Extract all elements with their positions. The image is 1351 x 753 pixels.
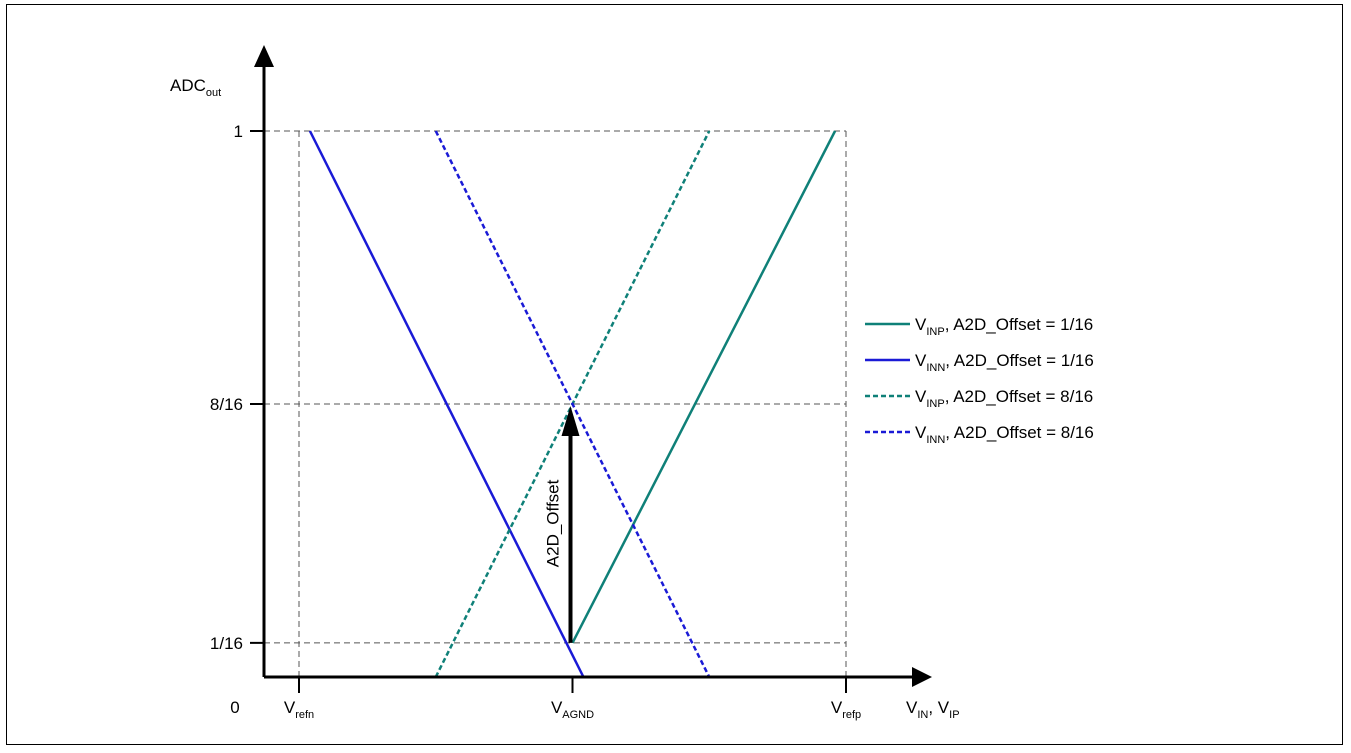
x-tick-label: VAGND [551, 698, 594, 721]
grid [264, 130, 847, 677]
figure-frame: 1/16 8/16 1 Vrefn VAGND Vrefp 0 ADCout VIN, VIP … [6, 4, 1343, 745]
origin-label: 0 [230, 698, 239, 717]
legend-label-2: VINN, A2D_Offset = 1/16 [915, 351, 1094, 374]
legend-label-4: VINN, A2D_Offset = 8/16 [915, 423, 1094, 446]
legend-label-3: VINP, A2D_Offset = 8/16 [915, 387, 1093, 410]
annotation-label: A2D_Offset [544, 479, 563, 567]
annotation-group: A2D_Offset [544, 406, 580, 643]
legend: VINP, A2D_Offset = 1/16 VINN, A2D_Offset … [865, 315, 1094, 446]
y-tick-label: 8/16 [210, 395, 243, 414]
annotation-arrow-head [561, 406, 580, 436]
y-tick-label: 1 [234, 122, 243, 141]
x-axis-label: VIN, VIP [906, 698, 960, 721]
x-axis-arrow [912, 667, 932, 687]
y-axis-arrow [254, 45, 274, 67]
y-tick-label: 1/16 [210, 634, 243, 653]
series-line-4 [434, 130, 711, 678]
series-line-2 [308, 130, 585, 678]
x-tick-label: Vrefp [831, 698, 861, 721]
series-group [308, 130, 837, 678]
series-line-1 [571, 130, 837, 644]
legend-label-1: VINP, A2D_Offset = 1/16 [915, 315, 1093, 338]
x-tick-label: Vrefn [284, 698, 314, 721]
y-axis-label: ADCout [170, 76, 221, 99]
axes: 1/16 8/16 1 Vrefn VAGND Vrefp 0 ADCout VIN, VIP [170, 45, 960, 721]
